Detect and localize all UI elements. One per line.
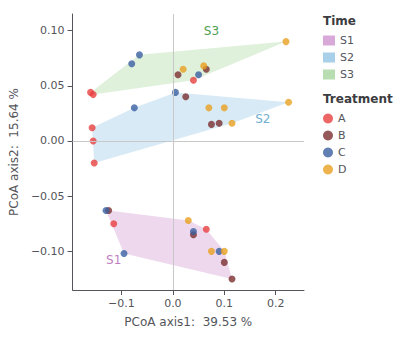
svg-text:PCoA axis2: 15.64 %: PCoA axis2: 15.64 % — [7, 88, 21, 216]
svg-text:0.0: 0.0 — [164, 297, 182, 310]
svg-text:Treatment: Treatment — [323, 92, 393, 106]
svg-text:S1: S1 — [106, 253, 121, 267]
svg-text:0.10: 0.10 — [40, 24, 65, 37]
svg-text:0.00: 0.00 — [40, 134, 65, 147]
svg-text:0.2: 0.2 — [267, 297, 285, 310]
svg-text:S2: S2 — [340, 51, 354, 64]
svg-text:−0.1: −0.1 — [108, 297, 135, 310]
svg-text:A: A — [338, 112, 346, 125]
svg-text:S3: S3 — [340, 68, 354, 81]
svg-text:−0.05: −0.05 — [31, 190, 65, 203]
svg-text:B: B — [338, 129, 346, 142]
svg-text:D: D — [338, 163, 346, 176]
svg-text:−0.10: −0.10 — [31, 245, 65, 258]
svg-text:S2: S2 — [255, 112, 270, 126]
svg-text:0.05: 0.05 — [40, 79, 65, 92]
svg-text:PCoA axis1: 39.53 %: PCoA axis1: 39.53 % — [124, 315, 252, 329]
svg-text:S3: S3 — [204, 24, 219, 38]
svg-text:Time: Time — [323, 14, 356, 28]
svg-text:S1: S1 — [340, 34, 354, 47]
svg-text:0.1: 0.1 — [216, 297, 234, 310]
svg-text:C: C — [338, 146, 346, 159]
